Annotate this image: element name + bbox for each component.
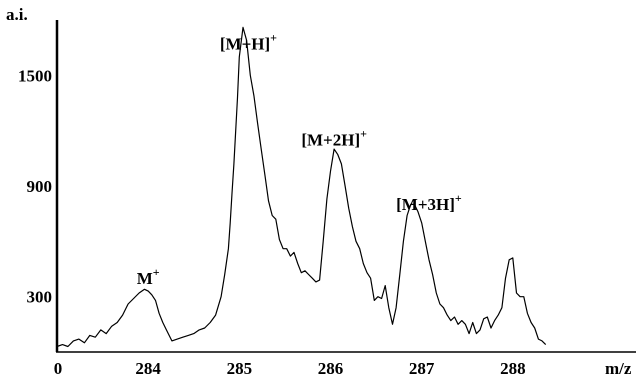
y-axis-title: a.i. xyxy=(6,5,28,24)
x-tick-label: 288 xyxy=(500,359,526,378)
axes xyxy=(55,20,636,353)
peak-annotation: [M+3H]+ xyxy=(396,191,462,214)
y-tick-label: 300 xyxy=(27,288,53,307)
peak-annotation-text: [M+3H] xyxy=(396,195,455,214)
peak-annotation-charge: + xyxy=(455,191,462,205)
x-tick-label: 287 xyxy=(409,359,435,378)
peak-annotation-text: [M+2H] xyxy=(301,130,360,149)
peak-annotation-charge: + xyxy=(270,31,277,45)
y-tick-label: 1500 xyxy=(18,66,52,85)
peak-annotations: M+[M+H]+[M+2H]+[M+3H]+ xyxy=(137,31,462,288)
x-tick-labels: 284 285 286 287 288 xyxy=(135,359,525,378)
peak-annotation: M+ xyxy=(137,265,160,288)
peak-annotation: [M+H]+ xyxy=(220,31,277,54)
y-tick-label: 900 xyxy=(27,177,53,196)
peak-annotation-charge: + xyxy=(153,265,160,279)
spectrum-line xyxy=(56,26,547,348)
y-tick-labels: 300 900 1500 xyxy=(18,66,52,306)
x-axis-title: m/z xyxy=(605,359,632,378)
peak-annotation-charge: + xyxy=(360,126,367,140)
peak-annotation: [M+2H]+ xyxy=(301,126,367,149)
x-tick-label: 285 xyxy=(227,359,253,378)
peak-annotation-text: M xyxy=(137,269,153,288)
x-tick-label: 286 xyxy=(318,359,344,378)
x-tick-label: 284 xyxy=(135,359,161,378)
peak-annotation-text: [M+H] xyxy=(220,35,270,54)
origin-label: 0 xyxy=(54,359,63,378)
